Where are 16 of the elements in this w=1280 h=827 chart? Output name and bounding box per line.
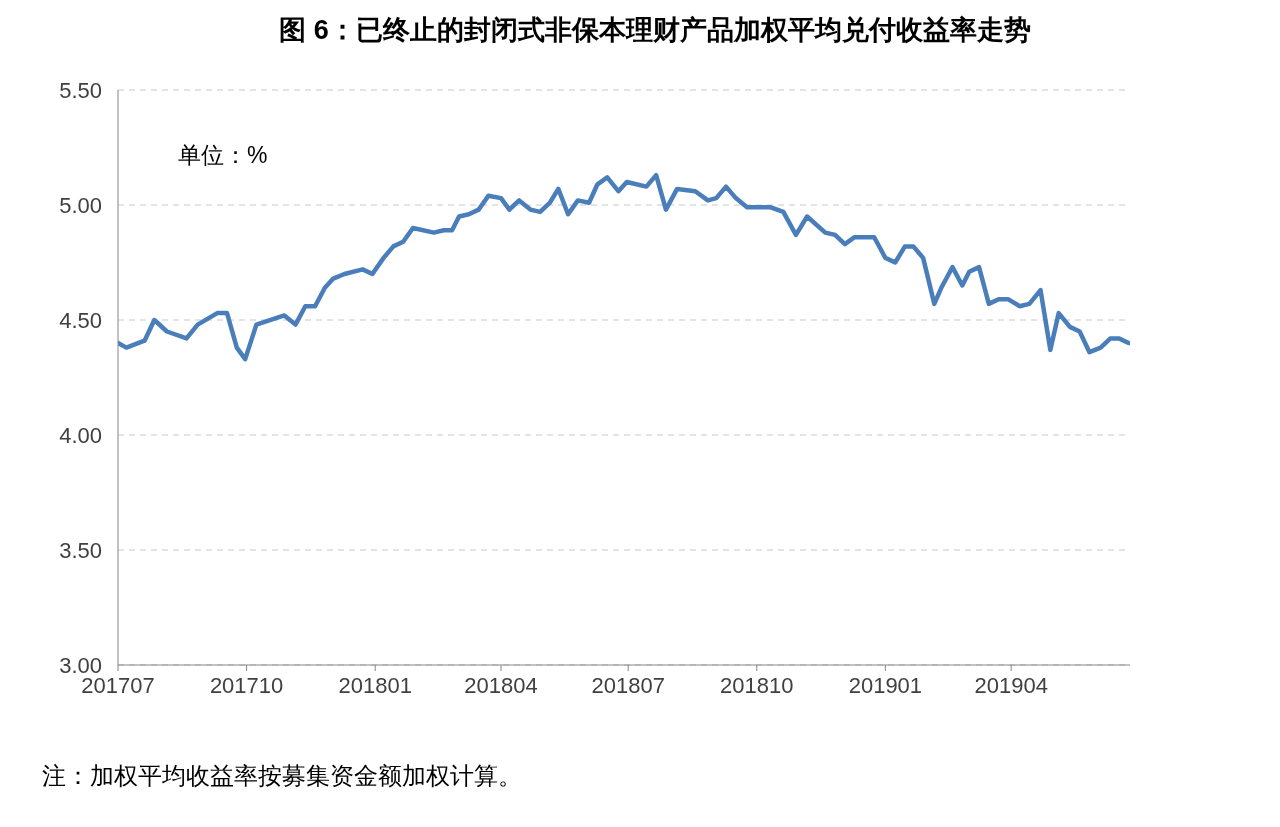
x-tick-label: 201901 [848, 672, 923, 698]
x-tick-label: 201804 [464, 672, 538, 698]
annotation: 单位：% [178, 141, 268, 170]
y-tick-label: 5.00 [59, 192, 102, 218]
x-tick-label: 201904 [974, 672, 1048, 698]
chart-title: 图 6：已终止的封闭式非保本理财产品加权平均兑付收益率走势 [278, 14, 1032, 47]
x-tick-label: 201801 [338, 672, 412, 698]
x-tick-label: 201807 [591, 672, 665, 698]
text: 注：加权平均收益率按募集资金额加权计算。 [42, 761, 522, 791]
y-tick-label: 5.50 [59, 77, 102, 103]
line-series [118, 172, 1130, 362]
x-tick-label: 201810 [720, 672, 794, 698]
y-tick-label: 4.00 [59, 422, 102, 448]
y-tick-label: 3.50 [59, 537, 102, 563]
y-tick-label: 4.50 [59, 307, 102, 333]
x-tick-label: 201710 [209, 672, 284, 698]
